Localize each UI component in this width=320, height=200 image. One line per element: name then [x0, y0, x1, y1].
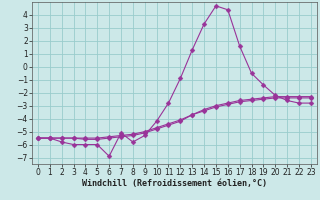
X-axis label: Windchill (Refroidissement éolien,°C): Windchill (Refroidissement éolien,°C) [82, 179, 267, 188]
